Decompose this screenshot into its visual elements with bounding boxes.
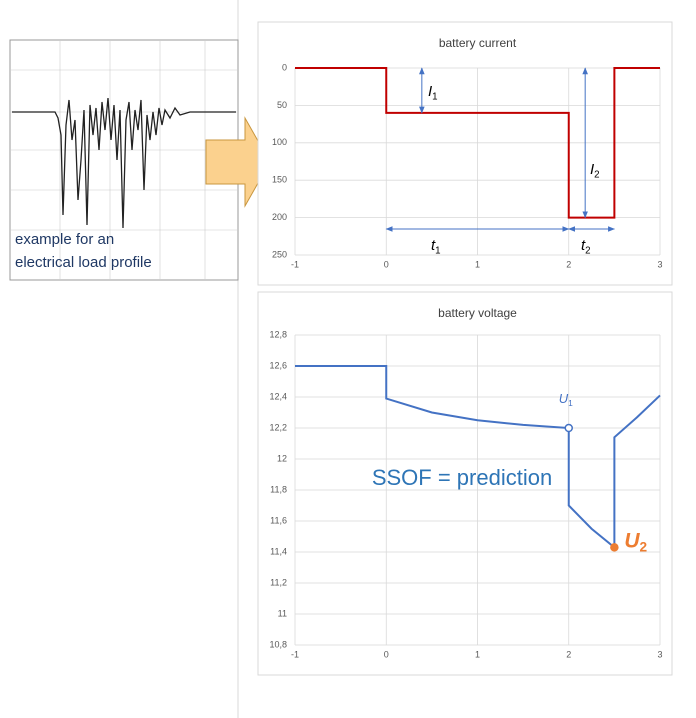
y-tick-label: 11: [278, 608, 287, 618]
label-subscript: 1: [435, 245, 440, 256]
annotation: I1: [428, 83, 438, 102]
point-marker: [564, 423, 573, 433]
marker-label: U2: [624, 529, 647, 554]
y-tick-label: 12,6: [269, 360, 287, 370]
profile-caption: example for an: [15, 231, 114, 248]
x-tick-label: 3: [657, 649, 662, 659]
x-tick-label: -1: [291, 649, 299, 659]
profile-grid: [10, 40, 238, 280]
y-tick-label: 50: [277, 100, 287, 110]
label-base: U: [624, 529, 640, 552]
profile-waveform: [12, 97, 236, 229]
x-tick-label: 2: [566, 649, 571, 659]
x-tick-label: 2: [566, 259, 571, 269]
y-tick-label: 100: [272, 137, 287, 147]
point-marker: [610, 543, 619, 552]
label-subscript: 1: [432, 91, 437, 102]
chart-title: battery voltage: [438, 306, 517, 320]
label-base: t: [581, 237, 586, 254]
annotation: I2: [590, 161, 600, 180]
annotation: t1: [431, 237, 441, 256]
label-subscript: 2: [640, 539, 648, 554]
label-base: U: [559, 391, 569, 406]
label-base: t: [431, 237, 436, 254]
x-tick-label: 1: [475, 649, 480, 659]
x-tick-label: -1: [291, 259, 299, 269]
label-subscript: 2: [594, 169, 599, 180]
y-tick-label: 12,8: [269, 329, 287, 339]
y-tick-label: 11,6: [270, 515, 287, 525]
load-profile: example for an electrical load profile: [9, 39, 239, 281]
x-tick-label: 1: [475, 259, 480, 269]
marker-label: U1: [559, 391, 573, 408]
label-base: I: [590, 161, 594, 178]
label-base: I: [428, 83, 432, 100]
chart-frame: [257, 21, 673, 286]
annotation: t2: [581, 237, 591, 256]
chart-title: battery current: [439, 36, 517, 50]
x-tick-label: 0: [384, 259, 389, 269]
chart-frame: [257, 291, 673, 676]
y-tick-label: 0: [282, 62, 287, 72]
y-tick-label: 12,4: [269, 391, 287, 401]
profile-caption: electrical load profile: [15, 254, 152, 271]
y-tick-label: 12,2: [269, 422, 287, 432]
y-tick-label: 200: [272, 212, 287, 222]
y-tick-label: 11,4: [270, 546, 287, 556]
annotation: SSOF = prediction: [372, 465, 552, 490]
y-tick-label: 150: [272, 175, 287, 185]
y-tick-label: 11,8: [270, 484, 287, 494]
y-tick-label: 12: [277, 453, 287, 463]
label-subscript: 1: [568, 398, 573, 408]
profile-frame: [9, 39, 239, 281]
y-tick-label: 250: [272, 249, 287, 259]
label-subscript: 2: [585, 245, 590, 256]
x-tick-label: 3: [657, 259, 662, 269]
series-line: [295, 67, 660, 219]
y-tick-label: 11,2: [270, 577, 287, 587]
y-tick-label: 10,8: [269, 639, 287, 649]
x-tick-label: 0: [384, 649, 389, 659]
